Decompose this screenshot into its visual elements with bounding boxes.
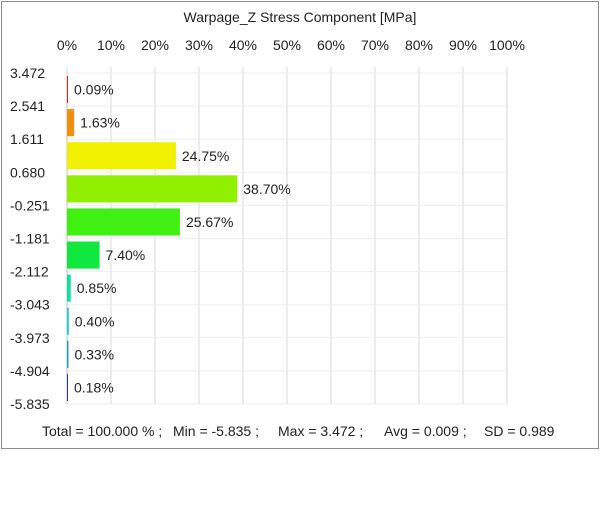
x-tick-label: 100% — [489, 37, 525, 53]
bar — [67, 76, 68, 104]
bar — [67, 208, 180, 236]
bar — [67, 142, 176, 170]
stress-histogram: 0% 10% 20% 30% 40% 50% 60% 70% 80% 90% 100% 3.472 2.… — [10, 37, 525, 412]
bar-value-label: 24.75% — [182, 148, 229, 164]
y-tick-label: 2.541 — [10, 98, 45, 114]
bar — [67, 373, 68, 401]
x-tick-label: 10% — [97, 37, 125, 53]
bar-value-label: 0.09% — [74, 82, 114, 98]
bar — [67, 340, 69, 368]
statistics-footer: Total = 100.000 % ; Min = -5.835 ; Max =… — [0, 423, 600, 519]
footer-sd: SD = 0.989 — [484, 423, 555, 439]
x-tick-label: 60% — [317, 37, 345, 53]
y-tick-label: -3.043 — [10, 297, 50, 313]
y-tick-label: 3.472 — [10, 65, 45, 81]
y-tick-label: -4.904 — [10, 363, 50, 379]
bar-value-label: 25.67% — [186, 214, 233, 230]
x-tick-label: 80% — [405, 37, 433, 53]
x-tick-label: 50% — [273, 37, 301, 53]
bar — [67, 241, 100, 269]
bar-value-label: 0.40% — [75, 313, 115, 329]
bar-value-label: 0.85% — [77, 280, 117, 296]
footer-max: Max = 3.472 ; — [278, 423, 364, 439]
bar-value-label: 0.18% — [74, 379, 114, 395]
y-tick-label: -2.112 — [10, 264, 49, 280]
x-tick-label: 70% — [361, 37, 389, 53]
bar — [67, 274, 71, 302]
x-tick-label: 0% — [57, 37, 77, 53]
y-tick-label: -1.181 — [10, 231, 50, 247]
y-tick-label: 0.680 — [10, 164, 45, 180]
bar-value-label: 38.70% — [243, 181, 290, 197]
y-tick-label: -3.973 — [10, 330, 50, 346]
bar — [67, 109, 75, 137]
bar — [67, 175, 238, 203]
x-tick-label: 20% — [141, 37, 169, 53]
bar — [67, 307, 69, 335]
x-tick-label: 40% — [229, 37, 257, 53]
footer-min: Min = -5.835 ; — [173, 423, 259, 439]
y-tick-label: -0.251 — [10, 197, 50, 213]
bar-value-label: 0.33% — [74, 346, 114, 362]
chart-title: Warpage_Z Stress Component [MPa] — [183, 9, 417, 25]
bar-value-label: 1.63% — [80, 115, 120, 131]
footer-avg: Avg = 0.009 ; — [384, 423, 467, 439]
x-tick-label: 30% — [185, 37, 213, 53]
y-tick-label: 1.611 — [10, 131, 44, 147]
footer-total: Total = 100.000 % ; — [42, 423, 163, 439]
bar-value-label: 7.40% — [106, 247, 146, 263]
x-tick-label: 90% — [449, 37, 477, 53]
y-tick-label: -5.835 — [10, 396, 50, 412]
